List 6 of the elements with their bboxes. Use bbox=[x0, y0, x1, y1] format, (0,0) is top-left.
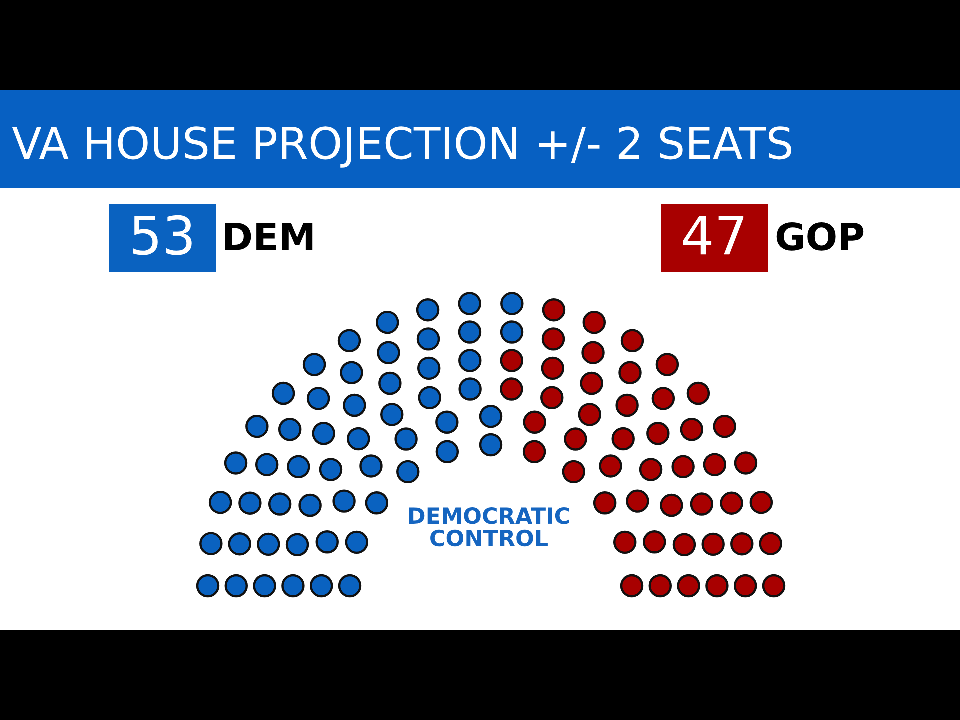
data-label: 53 bbox=[132, 215, 192, 256]
text: DEMOCRATIC CONTROL bbox=[409, 507, 570, 547]
text: VA HOUSE PROJECTION +/- 2 SEATS bbox=[12, 126, 792, 168]
category-label: DEM bbox=[225, 223, 313, 250]
category-label: GOP bbox=[776, 222, 864, 251]
data-label: 47 bbox=[684, 216, 744, 255]
